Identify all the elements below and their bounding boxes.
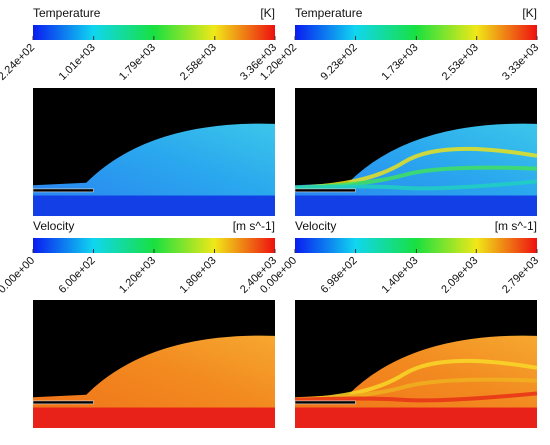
colorbar-tick-label: 6.98e+02	[319, 255, 360, 296]
colorbar-title: Velocity	[33, 219, 74, 233]
colorbar-tick-label: 1.79e+03	[117, 42, 158, 83]
bottom-stream	[295, 407, 537, 428]
bottom-stream	[33, 195, 275, 216]
flow-streak	[294, 391, 538, 403]
colorbar-tick-label: 2.09e+03	[439, 255, 480, 296]
colorbar-tick-label: 1.20e+03	[117, 255, 158, 296]
splitter-plate	[32, 188, 94, 193]
colorbar-tick-label: 2.58e+03	[178, 42, 219, 83]
colorbar-tick-label: 1.80e+03	[178, 255, 219, 296]
colorbar-title: Temperature	[295, 6, 363, 20]
colorbar-unit: [K]	[260, 6, 275, 20]
contour-plot	[294, 88, 538, 216]
colorbar-unit: [K]	[522, 6, 537, 20]
colorbar-tick-label: 2.79e+03	[500, 255, 541, 296]
colorbar-unit: [m s^-1]	[233, 219, 275, 233]
colorbar-tick-label: 2.53e+03	[440, 42, 481, 83]
colorbar-tick-label: 0.00e+00	[0, 255, 37, 296]
plume	[33, 335, 275, 428]
flow-streak	[294, 179, 538, 191]
splitter-plate	[294, 188, 356, 193]
contour-plot	[32, 88, 275, 216]
contour-plot	[294, 300, 538, 428]
bottom-stream	[295, 195, 537, 216]
plume	[295, 335, 537, 428]
colorbar-tick-label: 9.23e+02	[319, 42, 360, 83]
colorbar-tick-label: 1.01e+03	[57, 42, 98, 83]
splitter-plate	[32, 400, 94, 405]
colorbar-tick-label: 2.24e+02	[0, 42, 37, 83]
colorbar-tick-label: 3.33e+03	[500, 42, 541, 83]
splitter-plate	[294, 400, 356, 405]
colorbar-tick-label: 6.00e+02	[57, 255, 98, 296]
contour-plot	[32, 300, 275, 428]
colorbar-tick-label: 1.40e+03	[379, 255, 420, 296]
colorbar-title: Velocity	[295, 219, 336, 233]
plume	[33, 123, 275, 216]
colorbar-unit: [m s^-1]	[495, 219, 537, 233]
colorbar-title: Temperature	[33, 6, 101, 20]
plume	[295, 123, 537, 216]
colorbar-tick-label: 1.73e+03	[379, 42, 420, 83]
bottom-stream	[33, 407, 275, 428]
